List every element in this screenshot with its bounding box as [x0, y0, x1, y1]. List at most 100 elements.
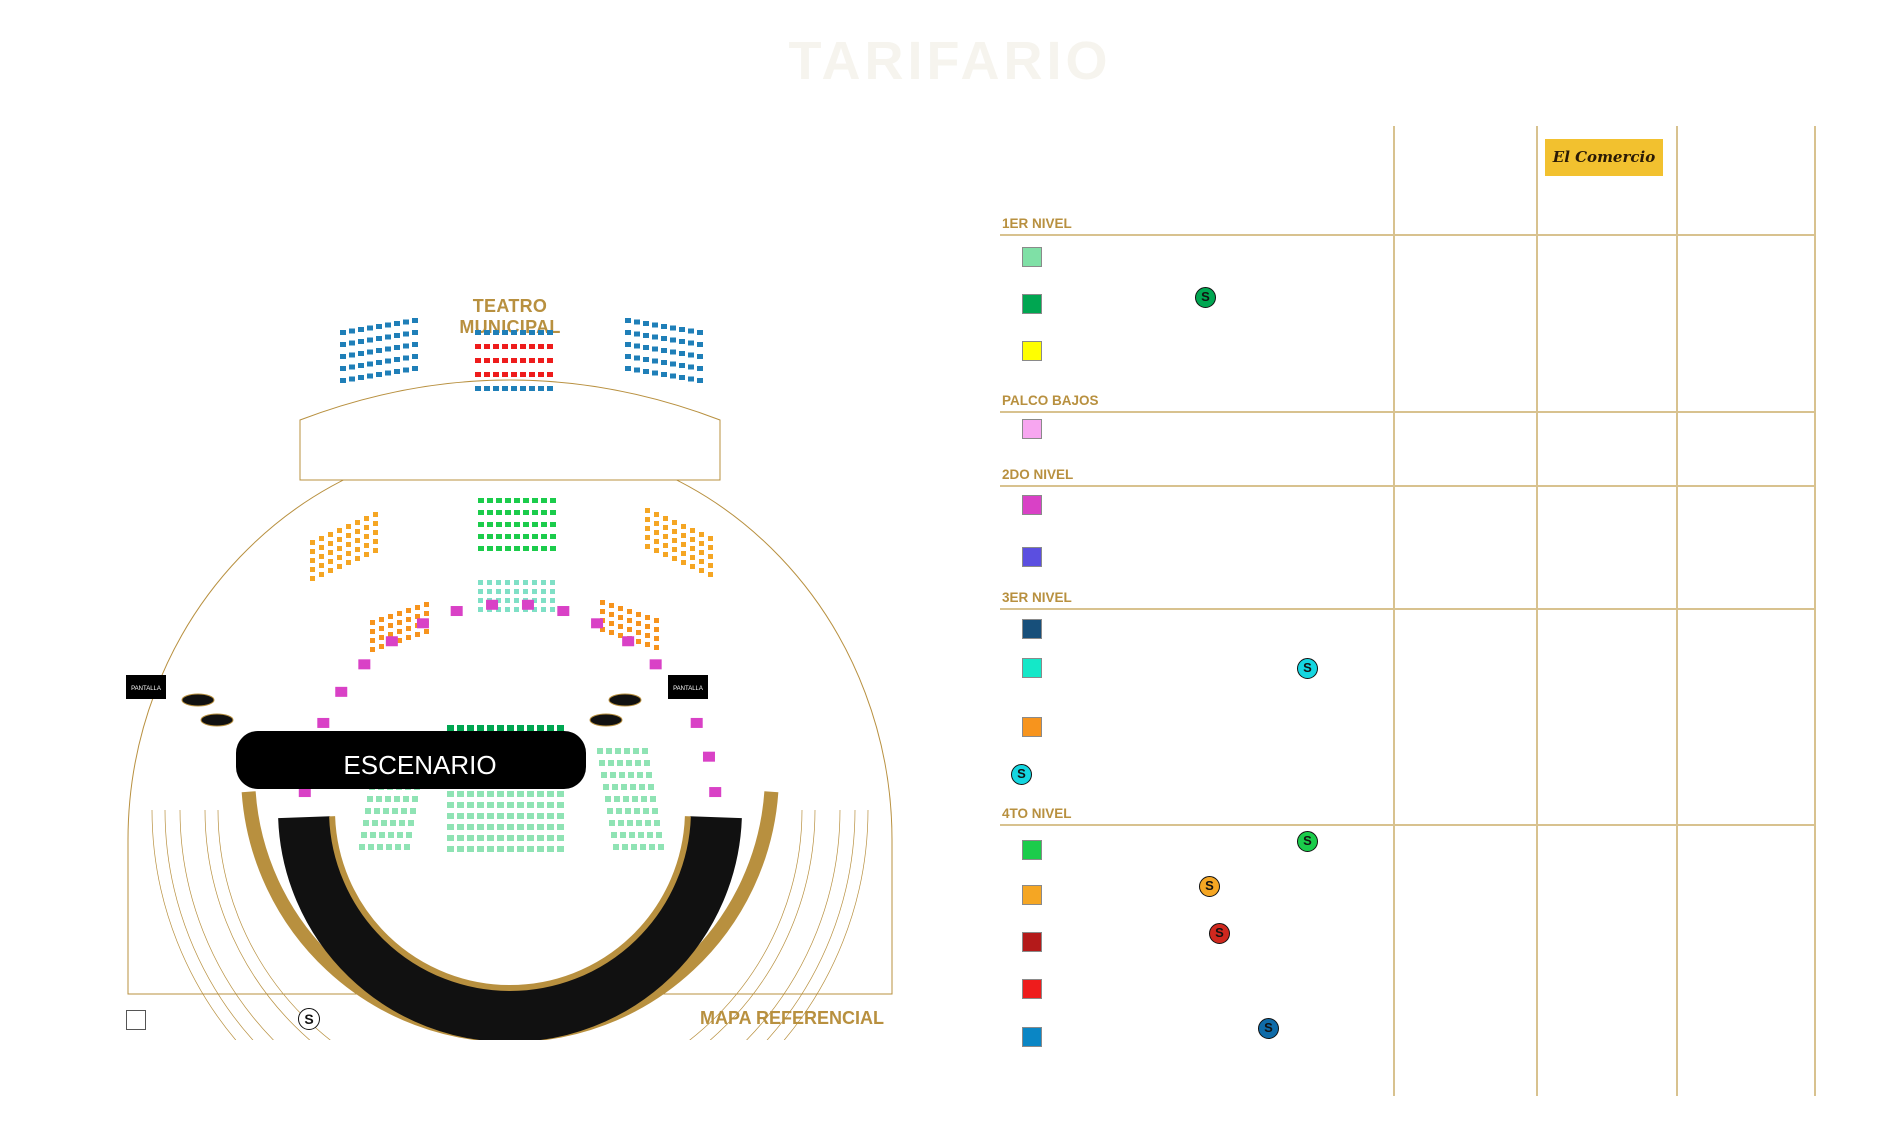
seat — [457, 791, 464, 797]
seat — [406, 617, 411, 622]
seat — [557, 835, 564, 841]
seat — [523, 510, 529, 515]
seat — [484, 386, 490, 391]
zone-color-swatch — [1022, 658, 1042, 678]
seat — [493, 372, 499, 377]
seat — [634, 343, 640, 349]
seat — [697, 342, 703, 347]
seat — [403, 331, 409, 337]
seat — [517, 824, 524, 830]
seat — [415, 605, 420, 610]
seat — [527, 835, 534, 841]
seat — [478, 607, 483, 612]
seat — [688, 376, 694, 382]
seat — [328, 532, 333, 537]
seat — [505, 580, 510, 585]
seat — [364, 516, 369, 521]
seat — [541, 522, 547, 527]
seat — [394, 321, 400, 326]
seat — [467, 824, 474, 830]
seat — [424, 611, 429, 616]
seat — [337, 564, 342, 569]
table-divider — [1536, 126, 1538, 1096]
seat — [550, 546, 556, 551]
seat-map[interactable]: ESCENARIO PANTALLA PANTALLA — [100, 280, 900, 1040]
seat — [358, 351, 364, 356]
seat — [497, 824, 504, 830]
zone-color-swatch — [1022, 419, 1042, 439]
level-label: 3ER NIVEL — [1002, 590, 1072, 605]
seat — [643, 321, 649, 326]
seat — [478, 534, 484, 539]
seat — [636, 612, 641, 617]
seat — [681, 524, 686, 529]
seat — [355, 538, 360, 543]
seat — [370, 629, 375, 634]
seat — [532, 589, 537, 594]
seat — [399, 820, 405, 826]
gold-inner-band — [329, 816, 691, 992]
seat — [346, 524, 351, 529]
seat — [514, 498, 520, 503]
seat — [627, 609, 632, 614]
seat — [477, 824, 484, 830]
seat — [496, 498, 502, 503]
seat — [547, 330, 553, 335]
seat — [457, 813, 464, 819]
zone-color-swatch — [1022, 840, 1042, 860]
seat — [487, 589, 492, 594]
seat — [523, 534, 529, 539]
seat — [517, 835, 524, 841]
seat — [475, 372, 481, 377]
seat — [636, 639, 641, 644]
seat — [373, 548, 378, 553]
seat — [527, 813, 534, 819]
seat — [625, 354, 631, 359]
seat — [613, 844, 619, 850]
seat — [654, 521, 659, 526]
seat — [502, 386, 508, 391]
seat — [404, 844, 410, 850]
seat — [654, 618, 659, 623]
seat — [699, 550, 704, 555]
seat — [520, 386, 526, 391]
seat — [625, 366, 631, 371]
seat — [367, 796, 373, 802]
seat — [514, 589, 519, 594]
seat — [610, 772, 616, 778]
seat — [529, 358, 535, 363]
seat — [550, 510, 556, 515]
seat — [538, 358, 544, 363]
seat — [550, 534, 556, 539]
seat — [496, 534, 502, 539]
seat — [478, 522, 484, 527]
seat — [484, 372, 490, 377]
seat — [708, 563, 713, 568]
seat — [663, 525, 668, 530]
level-label: 2DO NIVEL — [1002, 467, 1074, 482]
seat — [403, 355, 409, 361]
seat — [708, 572, 713, 577]
seat — [349, 328, 355, 334]
seat — [618, 615, 623, 620]
seat — [547, 813, 554, 819]
seat — [618, 624, 623, 629]
legend-symbol-badge: S — [298, 1008, 320, 1030]
loge-box — [450, 606, 463, 617]
seat — [424, 629, 429, 634]
seat — [328, 550, 333, 555]
seat — [681, 533, 686, 538]
seat — [497, 846, 504, 852]
seat — [408, 820, 414, 826]
seat — [487, 802, 494, 808]
seat — [607, 808, 613, 814]
seat — [529, 330, 535, 335]
seat — [529, 372, 535, 377]
seat — [447, 725, 454, 731]
seat — [557, 813, 564, 819]
seat — [557, 791, 564, 797]
table-divider — [1814, 126, 1816, 1096]
seat — [547, 846, 554, 852]
seat — [638, 832, 644, 838]
seat — [532, 607, 537, 612]
